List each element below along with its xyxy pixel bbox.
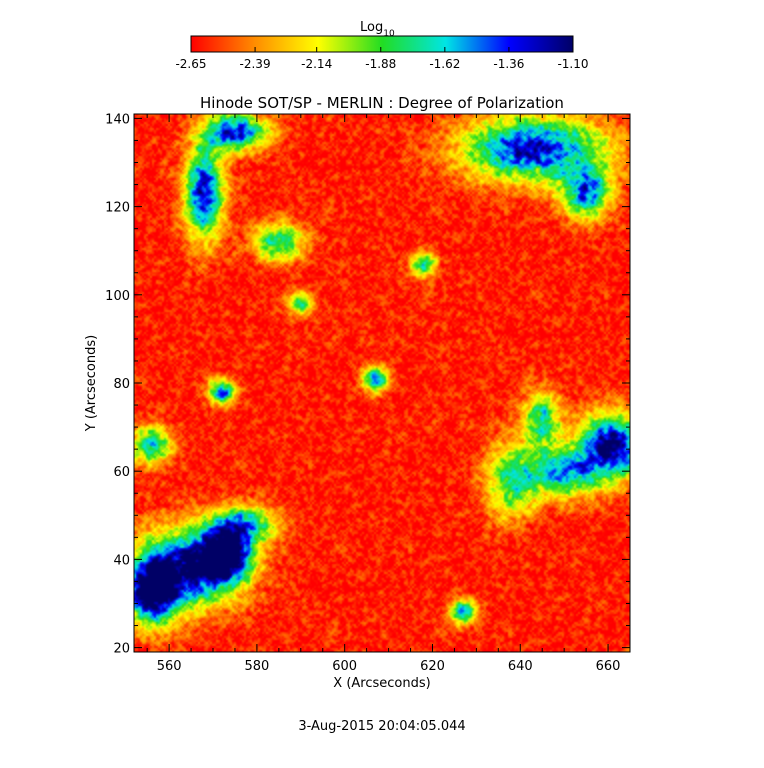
colorbar-label: Log10 [360,20,395,39]
y-axis-label: Y (Arcseconds) [84,335,99,432]
y-tick-label: 140 [105,112,130,127]
y-tick-label: 100 [105,289,130,304]
chart-title: Hinode SOT/SP - MERLIN : Degree of Polar… [200,94,564,112]
colorbar-tick-label: -1.88 [365,57,396,71]
x-tick-label: 560 [157,659,182,674]
x-tick-label: 600 [332,659,357,674]
colorbar-tick-label: -2.65 [175,57,206,71]
colorbar-label-base: Log [360,20,383,35]
colorbar-tick-label: -1.36 [493,57,524,71]
polarization-heatmap [134,114,630,652]
x-tick-label: 660 [596,659,621,674]
x-tick-label: 640 [508,659,533,674]
colorbar-tick-label: -2.14 [301,57,332,71]
x-tick-label: 580 [244,659,269,674]
y-axis: 20 40 60 80 100 120 140 [105,112,630,657]
colorbar-tick-label: -2.39 [240,57,271,71]
colorbar-label-subscript: 10 [383,29,395,39]
y-tick-label: 40 [113,553,130,568]
y-tick-label: 20 [113,642,130,657]
observation-timestamp: 3-Aug-2015 20:04:05.044 [298,719,465,734]
y-tick-label: 80 [113,377,130,392]
x-axis: 560 580 600 620 640 660 [146,114,631,674]
colorbar [190,35,574,53]
x-tick-label: 620 [420,659,445,674]
x-axis-label: X (Arcseconds) [333,676,430,691]
y-tick-label: 120 [105,201,130,216]
y-tick-label: 60 [113,465,130,480]
colorbar-ticks: -2.65 -2.39 -2.14 -1.88 -1.62 -1.36 -1.10 [175,47,589,71]
colorbar-tick-label: -1.62 [429,57,460,71]
colorbar-tick-label: -1.10 [557,57,588,71]
